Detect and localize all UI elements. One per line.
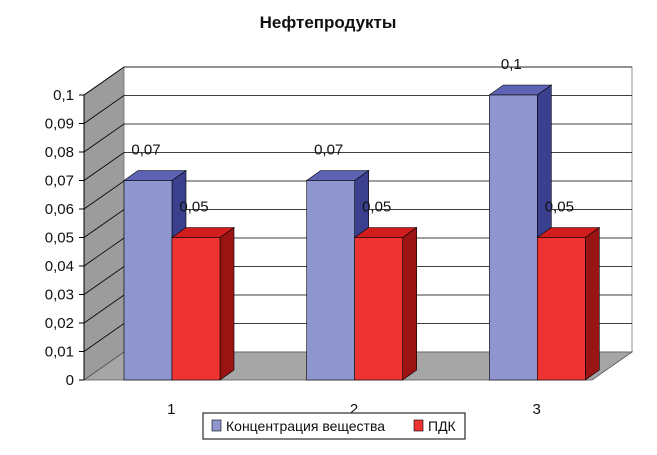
- legend-swatch: [413, 419, 424, 432]
- y-tick-label: 0,05: [45, 230, 74, 247]
- y-tick-label: 0,09: [45, 116, 74, 133]
- y-tick-label: 0,06: [45, 201, 74, 218]
- bar-pdk-2: [353, 226, 418, 381]
- y-tick-label: 0: [66, 372, 74, 389]
- y-tick-label: 0,08: [45, 144, 74, 161]
- y-tick-label: 0,01: [45, 344, 74, 361]
- bar-side: [402, 226, 417, 381]
- legend-swatch: [211, 419, 222, 432]
- grid-line: [83, 95, 632, 124]
- data-label: 0,05: [545, 199, 574, 216]
- data-label: 0,07: [131, 142, 160, 159]
- x-tick-label: 2: [350, 401, 358, 418]
- y-tick-label: 0,04: [45, 258, 74, 275]
- legend: Концентрация вещества ПДК: [202, 412, 466, 440]
- data-label: 0,05: [362, 199, 391, 216]
- x-axis-ticks: 1 2 3: [167, 401, 541, 418]
- grid-line: [83, 152, 632, 181]
- legend-label: ПДК: [428, 418, 457, 434]
- data-labels: 0,07 0,05 0,07 0,05 0,1 0,05: [131, 56, 574, 216]
- y-tick-label: 0,1: [53, 87, 74, 104]
- bar-front: [171, 237, 221, 381]
- bar-front: [306, 180, 355, 381]
- grid-line: [83, 66, 632, 96]
- bars: [123, 84, 601, 381]
- bar-side: [585, 226, 600, 381]
- data-label: 0,07: [314, 142, 343, 159]
- y-tick-label: 0,07: [45, 173, 74, 190]
- bar-front: [123, 180, 173, 381]
- y-tick-label: 0,02: [45, 315, 74, 332]
- bar-pdk-3: [536, 226, 601, 381]
- chart-title: Нефтепродукты: [260, 13, 397, 32]
- bar-front: [537, 237, 586, 381]
- y-tick-label: 0,03: [45, 287, 74, 304]
- data-label: 0,1: [501, 56, 522, 73]
- bar-front: [489, 94, 538, 381]
- x-tick-label: 1: [167, 401, 175, 418]
- legend-label: Концентрация вещества: [226, 418, 385, 434]
- data-label: 0,05: [179, 199, 208, 216]
- grid-line: [83, 123, 632, 153]
- bar-side: [219, 226, 235, 381]
- x-tick-label: 3: [532, 401, 540, 418]
- bar-front: [354, 237, 403, 381]
- bar-pdk-1: [171, 226, 235, 381]
- y-axis-ticks: 0 0,01 0,02 0,03 0,04 0,05 0,06 0,07 0,08 0,09 0,1: [45, 87, 85, 389]
